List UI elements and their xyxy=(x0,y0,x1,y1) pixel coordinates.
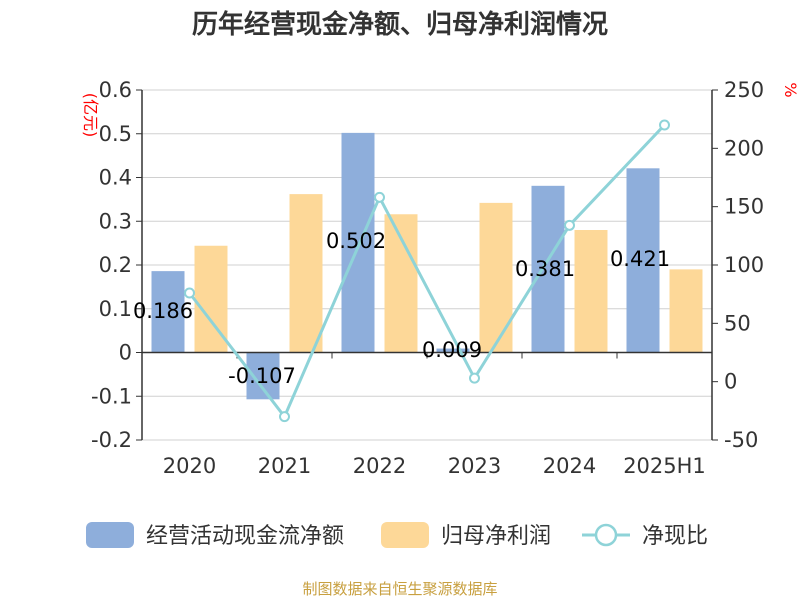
ratio-point xyxy=(279,411,290,423)
left-tick-label: -0.2 xyxy=(91,428,132,452)
left-tick-label: 0 xyxy=(119,341,132,365)
cash-flow-data-label: -0.107 xyxy=(228,364,296,388)
right-axis-ticks: 250 200 150 100 50 0 -50 xyxy=(712,78,764,452)
ratio-point xyxy=(659,119,670,131)
net-profit-bar xyxy=(479,202,513,353)
ratio-line-group xyxy=(184,119,670,423)
ratio-point xyxy=(374,191,385,203)
right-tick-label: 200 xyxy=(724,136,764,160)
legend-swatch-net-profit xyxy=(381,522,429,548)
right-tick-label: 50 xyxy=(724,311,751,335)
ratio-point xyxy=(564,219,575,231)
ratio-point xyxy=(184,287,195,299)
net-profit-bar xyxy=(289,194,323,353)
chart-title: 历年经营现金净额、归母净利润情况 xyxy=(191,10,608,40)
right-axis-unit: % xyxy=(781,82,800,97)
legend: 经营活动现金流净额 归母净利润 净现比 xyxy=(86,522,708,549)
legend-label-cash-flow: 经营活动现金流净额 xyxy=(146,524,344,549)
left-tick-label: 0.4 xyxy=(99,166,132,190)
x-axis-label: 2022 xyxy=(353,454,406,478)
x-axis-label: 2025H1 xyxy=(623,454,706,478)
right-tick-label: 100 xyxy=(724,253,764,277)
left-tick-label: -0.1 xyxy=(91,384,132,408)
left-axis-unit: (亿元) xyxy=(81,93,100,138)
right-tick-label: -50 xyxy=(724,428,758,452)
left-axis-ticks: 0.6 0.5 0.4 0.3 0.2 0.1 0 -0.1 -0.2 xyxy=(91,78,142,452)
cash-flow-bar xyxy=(341,132,375,353)
ratio-line xyxy=(188,123,666,420)
cash-flow-bar xyxy=(626,168,660,353)
left-tick-label: 0.2 xyxy=(99,253,132,277)
right-tick-label: 150 xyxy=(724,195,764,219)
legend-swatch-ratio-marker xyxy=(594,523,618,547)
cash-flow-bar xyxy=(436,348,470,353)
cash-flow-data-label: 0.009 xyxy=(422,338,482,362)
net-profit-bar xyxy=(669,269,703,353)
cash-flow-data-label: 0.502 xyxy=(326,229,386,253)
cash-flow-data-label: 0.186 xyxy=(133,299,193,323)
net-profit-bar xyxy=(384,214,418,353)
x-axis-label: 2023 xyxy=(448,454,501,478)
left-tick-label: 0.3 xyxy=(99,209,132,233)
right-tick-label: 0 xyxy=(724,370,737,394)
left-tick-label: 0.6 xyxy=(99,78,132,102)
cash-flow-bar xyxy=(531,185,565,353)
left-tick-label: 0.1 xyxy=(99,297,132,321)
right-tick-label: 250 xyxy=(724,78,764,102)
x-axis-label: 2021 xyxy=(258,454,311,478)
data-source: 制图数据来自恒生聚源数据库 xyxy=(302,580,498,598)
cash-flow-bar xyxy=(151,271,185,353)
ratio-point xyxy=(469,372,480,384)
net-profit-bar xyxy=(574,230,608,353)
cash-flow-data-label: 0.421 xyxy=(610,247,670,271)
x-axis-labels: 2020 2021 2022 2023 2024 2025H1 xyxy=(163,454,706,478)
cash-flow-data-label: 0.381 xyxy=(515,257,575,281)
legend-label-net-profit: 归母净利润 xyxy=(441,524,551,549)
left-tick-label: 0.5 xyxy=(99,122,132,146)
x-axis-label: 2020 xyxy=(163,454,216,478)
legend-swatch-cash-flow xyxy=(86,522,134,548)
data-labels: 0.186 -0.107 0.502 0.009 0.381 0.421 xyxy=(133,229,670,388)
legend-label-ratio: 净现比 xyxy=(642,524,708,549)
x-axis-label: 2024 xyxy=(543,454,596,478)
